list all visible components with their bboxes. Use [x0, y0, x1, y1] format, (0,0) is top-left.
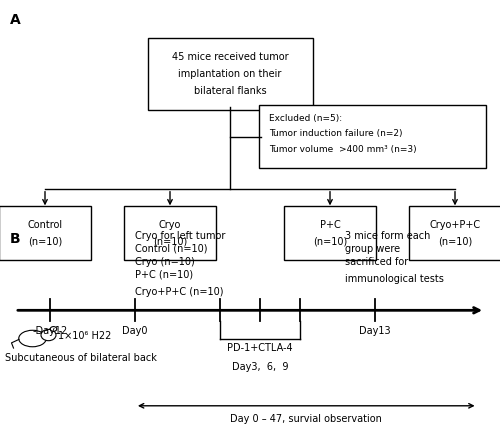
Text: PD-1+CTLA-4: PD-1+CTLA-4: [227, 343, 293, 353]
Text: A: A: [10, 13, 21, 27]
FancyBboxPatch shape: [124, 206, 216, 260]
Text: Cryo+P+C (n=10): Cryo+P+C (n=10): [135, 287, 224, 297]
Ellipse shape: [19, 330, 46, 347]
Text: -Day12: -Day12: [32, 326, 68, 335]
FancyBboxPatch shape: [259, 105, 486, 168]
Text: Subcutaneous of bilateral back: Subcutaneous of bilateral back: [5, 353, 157, 363]
Text: Cryo
(n=10): Cryo (n=10): [153, 220, 187, 247]
Text: 45 mice received tumor
implantation on their
bilateral flanks: 45 mice received tumor implantation on t…: [172, 52, 288, 96]
Text: Excluded (n=5):
Tumor induction failure (n=2)
Tumor volume  >400 mm³ (n=3): Excluded (n=5): Tumor induction failure …: [269, 114, 416, 154]
Text: immunological tests: immunological tests: [345, 274, 444, 284]
FancyBboxPatch shape: [148, 38, 312, 110]
Text: Cryo (n=10): Cryo (n=10): [135, 257, 195, 267]
Text: P+C
(n=10): P+C (n=10): [313, 220, 347, 247]
FancyBboxPatch shape: [409, 206, 500, 260]
Ellipse shape: [41, 329, 56, 341]
Text: Day13: Day13: [359, 326, 391, 335]
Text: Day 0 – 47, survial observation: Day 0 – 47, survial observation: [230, 414, 382, 424]
FancyBboxPatch shape: [284, 206, 376, 260]
Text: Control
(n=10): Control (n=10): [28, 220, 62, 247]
Text: P+C (n=10): P+C (n=10): [135, 270, 193, 280]
FancyBboxPatch shape: [0, 206, 91, 260]
Text: 1×10⁶ H22: 1×10⁶ H22: [58, 331, 112, 342]
Text: Cryo for left tumor: Cryo for left tumor: [135, 231, 226, 241]
Text: group were: group were: [345, 244, 400, 254]
Text: 3 mice form each: 3 mice form each: [345, 231, 430, 241]
Text: Cryo+P+C
(n=10): Cryo+P+C (n=10): [430, 220, 480, 247]
Text: Day0: Day0: [122, 326, 148, 335]
Text: sacrificed for: sacrificed for: [345, 257, 408, 267]
Ellipse shape: [50, 327, 57, 332]
Text: Day3,  6,  9: Day3, 6, 9: [232, 362, 288, 372]
Text: B: B: [10, 232, 20, 246]
Text: Control (n=10): Control (n=10): [135, 244, 208, 254]
